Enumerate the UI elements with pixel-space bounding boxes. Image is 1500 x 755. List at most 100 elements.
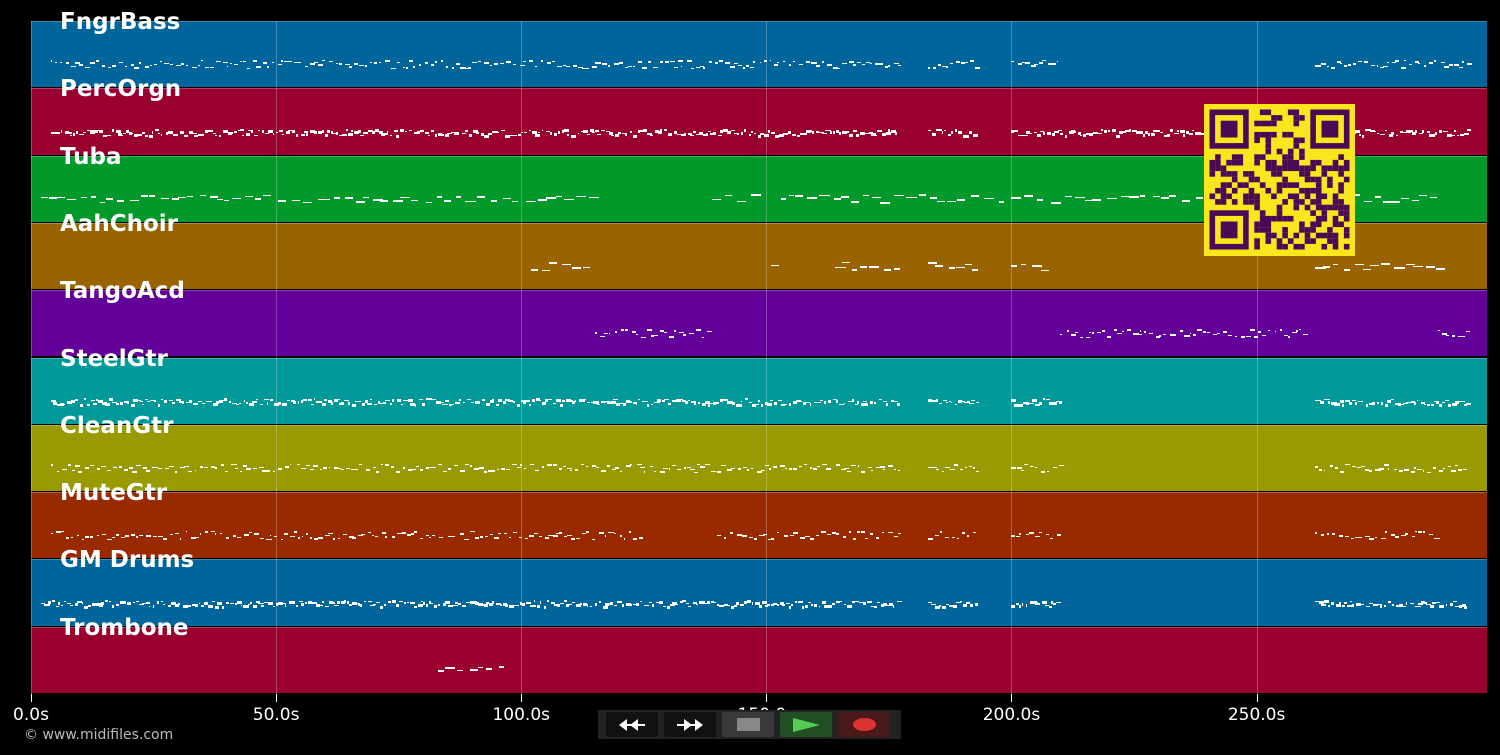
note bbox=[545, 130, 551, 133]
note bbox=[1384, 605, 1387, 607]
note bbox=[549, 262, 558, 264]
stop-button[interactable] bbox=[722, 712, 774, 737]
note bbox=[1457, 335, 1462, 338]
note bbox=[223, 129, 229, 133]
note bbox=[705, 132, 708, 136]
note bbox=[956, 601, 962, 604]
note bbox=[425, 534, 429, 537]
note bbox=[1454, 401, 1459, 405]
note bbox=[704, 463, 710, 466]
note bbox=[111, 604, 115, 608]
note bbox=[850, 464, 856, 467]
track-tangoacd[interactable] bbox=[31, 290, 1487, 357]
note bbox=[1032, 265, 1043, 267]
note bbox=[496, 131, 499, 134]
note bbox=[1423, 403, 1427, 406]
note bbox=[314, 538, 319, 540]
note bbox=[314, 61, 319, 64]
note bbox=[1379, 468, 1385, 470]
note bbox=[839, 403, 844, 406]
piano-roll[interactable] bbox=[31, 21, 1487, 694]
note bbox=[1029, 601, 1033, 605]
track-trombone[interactable] bbox=[31, 626, 1487, 693]
note bbox=[1434, 60, 1437, 62]
track-mutegtr[interactable] bbox=[31, 492, 1487, 559]
note bbox=[355, 602, 360, 605]
note bbox=[798, 601, 803, 603]
note bbox=[691, 401, 697, 403]
note bbox=[1391, 131, 1394, 135]
note bbox=[546, 62, 551, 64]
note bbox=[679, 601, 684, 603]
note bbox=[1315, 267, 1327, 269]
note bbox=[316, 401, 321, 403]
note bbox=[254, 198, 262, 200]
note bbox=[167, 131, 173, 134]
note bbox=[130, 403, 135, 407]
track-steelgtr[interactable] bbox=[31, 357, 1487, 424]
note bbox=[240, 470, 243, 473]
note bbox=[250, 131, 254, 133]
note bbox=[865, 403, 869, 407]
record-button[interactable] bbox=[838, 712, 890, 737]
note bbox=[56, 470, 59, 473]
note bbox=[1136, 130, 1140, 134]
note bbox=[1411, 535, 1416, 538]
rewind-button[interactable] bbox=[606, 712, 658, 737]
note bbox=[802, 401, 807, 405]
note bbox=[1257, 331, 1262, 333]
stop-icon bbox=[736, 718, 760, 731]
note bbox=[837, 67, 840, 70]
note bbox=[102, 65, 106, 67]
track-fngrbass[interactable] bbox=[31, 21, 1487, 88]
note bbox=[176, 399, 182, 401]
fast-forward-button[interactable] bbox=[664, 712, 716, 737]
note bbox=[410, 533, 414, 535]
note bbox=[1431, 133, 1435, 137]
note bbox=[1458, 66, 1463, 69]
note bbox=[182, 402, 185, 405]
track-label: MuteGtr bbox=[60, 480, 168, 507]
note bbox=[491, 601, 494, 605]
play-button[interactable] bbox=[780, 712, 832, 737]
note bbox=[776, 61, 779, 64]
note bbox=[973, 134, 978, 138]
note bbox=[70, 134, 73, 137]
gridline bbox=[1256, 21, 1258, 694]
note bbox=[818, 605, 821, 608]
note bbox=[469, 669, 479, 671]
note bbox=[128, 131, 132, 135]
note bbox=[601, 63, 607, 65]
note bbox=[1384, 531, 1387, 533]
note bbox=[191, 66, 197, 69]
note bbox=[566, 134, 570, 136]
note bbox=[1384, 404, 1389, 408]
track-cleangtr[interactable] bbox=[31, 424, 1487, 492]
note bbox=[428, 536, 431, 539]
note bbox=[1021, 603, 1024, 607]
note bbox=[642, 129, 648, 133]
note bbox=[883, 602, 888, 606]
note bbox=[460, 470, 465, 472]
note bbox=[582, 532, 587, 535]
note bbox=[706, 330, 712, 333]
note bbox=[1361, 603, 1365, 605]
note bbox=[680, 65, 683, 68]
note bbox=[855, 403, 858, 406]
note bbox=[104, 402, 110, 406]
note bbox=[470, 530, 475, 533]
note bbox=[677, 60, 683, 62]
note bbox=[624, 66, 629, 69]
note bbox=[521, 131, 523, 134]
note bbox=[897, 403, 901, 407]
note bbox=[932, 466, 938, 469]
note bbox=[548, 398, 553, 401]
note bbox=[1408, 130, 1413, 132]
note bbox=[747, 469, 750, 471]
note bbox=[832, 398, 837, 401]
note bbox=[868, 132, 873, 134]
note bbox=[291, 600, 295, 604]
note bbox=[822, 463, 827, 466]
note bbox=[111, 536, 115, 539]
track-gm-drums[interactable] bbox=[31, 559, 1487, 626]
